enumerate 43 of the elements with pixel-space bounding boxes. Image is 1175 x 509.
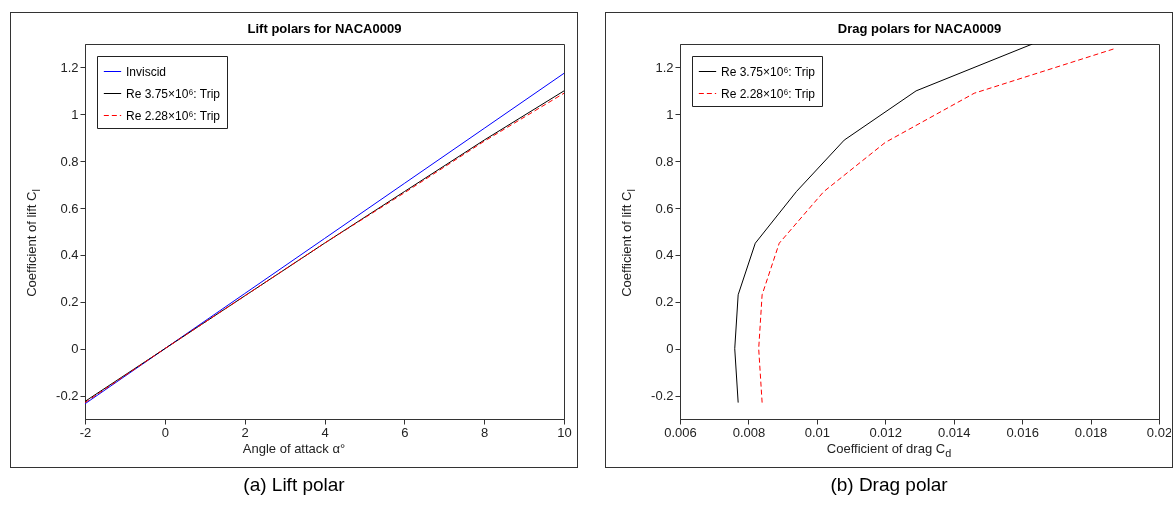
y-tick-label: 0.8 <box>655 153 674 169</box>
x-tick-label: 0.014 <box>937 424 971 440</box>
y-tick-label: -0.2 <box>56 388 79 404</box>
legend-label: Re 2.28×10⁶: Trip <box>126 108 221 123</box>
legend-label: Re 3.75×10⁶: Trip <box>721 64 816 79</box>
x-tick-label: 8 <box>481 424 489 440</box>
x-tick-label: -2 <box>79 424 92 440</box>
x-tick-label: 0.006 <box>664 424 697 440</box>
y-tick-label: 0.6 <box>60 200 79 216</box>
y-tick-label: 0.2 <box>60 294 79 310</box>
x-tick-label: 2 <box>241 424 249 440</box>
chart-title: Lift polars for NACA0009 <box>247 21 402 36</box>
x-tick-label: 10 <box>557 424 572 440</box>
y-tick-label: 0.2 <box>655 294 674 310</box>
y-tick-label: 0.6 <box>655 200 674 216</box>
legend-label: Re 3.75×10⁶: Trip <box>126 86 221 101</box>
y-tick-label: -0.2 <box>651 388 674 404</box>
chart-title: Drag polars for NACA0009 <box>837 21 1002 36</box>
x-axis-title: Angle of attack α° <box>241 441 347 456</box>
y-tick-label: 0.8 <box>60 153 79 169</box>
x-tick-label: 6 <box>401 424 409 440</box>
y-tick-label: 0.4 <box>655 247 674 263</box>
y-tick-label: 1.2 <box>60 59 79 75</box>
legend-label: Re 2.28×10⁶: Trip <box>721 86 816 101</box>
x-tick-label: 0.018 <box>1074 424 1108 440</box>
x-tick-label: 4 <box>321 424 329 440</box>
y-tick-label: 1.2 <box>655 59 674 75</box>
legend-label: Inviscid <box>126 64 167 79</box>
x-axis-title: Coefficient of drag C$_{d}$ <box>825 441 953 459</box>
y-tick-label: 0.4 <box>60 247 79 263</box>
x-tick-label: 0.016 <box>1006 424 1039 440</box>
y-tick-label: 1 <box>71 106 79 122</box>
x-tick-label: 0.008 <box>732 424 766 440</box>
y-tick-label: 0 <box>666 341 674 357</box>
x-tick-label: 0.01 <box>804 424 831 440</box>
line-series <box>734 44 1033 404</box>
y-tick-label: 0 <box>71 341 79 357</box>
text: (a) Lift polar <box>242 474 346 496</box>
x-tick-label: 0 <box>161 424 169 440</box>
x-tick-label: 0.02 <box>1146 424 1173 440</box>
text: (b) Drag polar <box>829 474 949 496</box>
x-tick-label: 0.012 <box>869 424 903 440</box>
y-tick-label: 1 <box>666 106 674 122</box>
